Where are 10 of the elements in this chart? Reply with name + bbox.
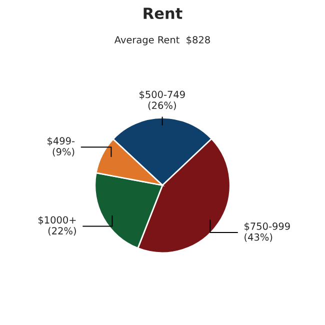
data-label: (43%)	[244, 233, 272, 242]
chart-title: Rent	[144, 8, 182, 20]
slice-label: $1000+	[38, 216, 76, 225]
data-label: (26%)	[148, 102, 176, 110]
slice-label: $750-999	[244, 222, 290, 232]
slice-label: $500-749	[140, 90, 185, 100]
data-label: (9%)	[52, 148, 74, 157]
chart-subtitle: Average Rent $828	[114, 36, 210, 46]
slice-label: $499-	[48, 137, 75, 146]
data-label: (22%)	[48, 226, 76, 236]
